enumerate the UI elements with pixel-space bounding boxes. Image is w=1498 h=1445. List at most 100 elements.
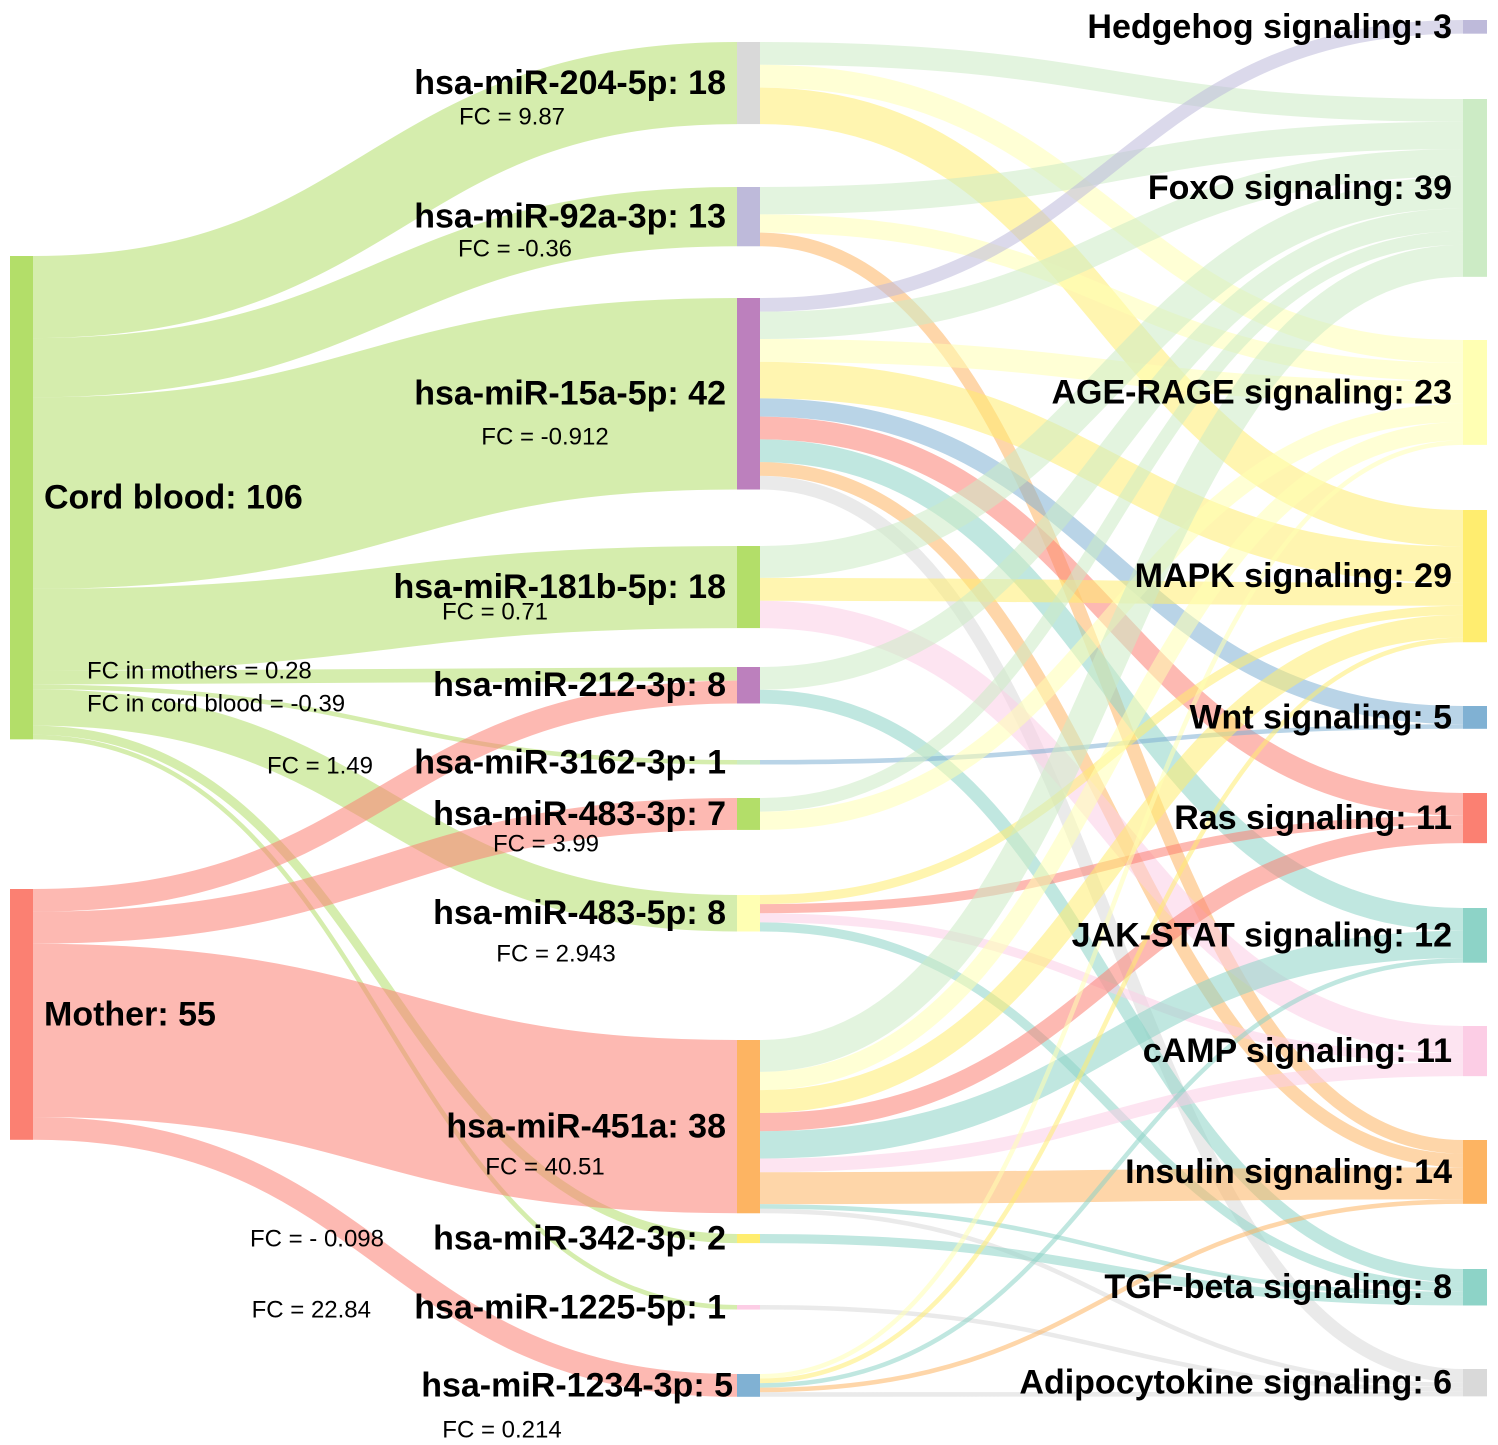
- node-label: Wnt signaling: 5: [1189, 698, 1452, 736]
- node: [737, 42, 760, 125]
- node: [737, 895, 760, 932]
- node: [10, 256, 33, 740]
- node-label: hsa-miR-1234-3p: 5: [421, 1366, 733, 1404]
- node-label: hsa-miR-15a-5p: 42: [414, 375, 726, 413]
- link: [32, 684, 738, 765]
- node: [737, 546, 760, 629]
- node-label: Insulin signaling: 14: [1125, 1153, 1452, 1191]
- fc-note: FC = 3.99: [493, 830, 599, 857]
- labels: Cord blood: 106 Mother: 55 hsa-miR-204-5p:…: [44, 8, 1452, 1444]
- node-label: hsa-miR-451a: 38: [446, 1108, 726, 1146]
- nodes: [10, 20, 1487, 1397]
- link: [32, 725, 738, 1244]
- link: [759, 64, 1464, 363]
- link: [759, 1062, 1464, 1173]
- node: [737, 1234, 760, 1244]
- link: [759, 1199, 1464, 1393]
- link: [759, 1167, 1464, 1205]
- fc-note: FC = -0.36: [458, 235, 572, 262]
- node-label: FoxO signaling: 39: [1148, 169, 1452, 207]
- node-label: AGE-RAGE signaling: 23: [1052, 373, 1453, 411]
- node-label: cAMP signaling: 11: [1143, 1032, 1452, 1070]
- link: [759, 440, 1464, 1379]
- fc-note: FC = -0.912: [481, 423, 608, 450]
- node: [737, 1374, 760, 1397]
- node-label: hsa-miR-483-5p: 8: [433, 894, 726, 932]
- node-label: hsa-miR-342-3p: 2: [433, 1220, 726, 1258]
- link: [759, 231, 1464, 812]
- node: [737, 1305, 760, 1310]
- link: [759, 930, 1464, 1159]
- link: [759, 361, 1464, 583]
- node-label: hsa-miR-92a-3p: 13: [414, 198, 726, 236]
- link: [759, 1234, 1464, 1306]
- fc-note: FC = 0.214: [442, 1416, 561, 1443]
- link: [759, 214, 1464, 382]
- node-label: hsa-miR-3162-3p: 1: [414, 743, 726, 781]
- link: [32, 680, 738, 912]
- node-label: Cord blood: 106: [44, 479, 303, 517]
- node: [737, 667, 760, 704]
- fc-note: FC = 0.71: [442, 598, 548, 625]
- fc-note: FC = 22.84: [252, 1296, 371, 1323]
- node: [1463, 908, 1487, 963]
- link: [759, 149, 1464, 340]
- link: [32, 689, 738, 932]
- node: [1463, 1269, 1487, 1306]
- link: [32, 943, 738, 1214]
- fc-note: FC = - 0.098: [250, 1225, 384, 1252]
- node-label: Hedgehog signaling: 3: [1087, 8, 1452, 46]
- node: [737, 298, 760, 490]
- node-label: Adipocytokine signaling: 6: [1019, 1364, 1452, 1402]
- node: [737, 798, 760, 830]
- node: [1463, 1369, 1487, 1397]
- node-label: MAPK signaling: 29: [1135, 557, 1452, 595]
- link: [32, 798, 738, 944]
- node: [10, 889, 33, 1140]
- node: [1463, 793, 1487, 844]
- link: [759, 244, 1464, 1072]
- link: [759, 176, 1464, 578]
- node-label: TGF-beta signaling: 8: [1104, 1268, 1452, 1306]
- link: [32, 42, 738, 339]
- node: [1463, 1140, 1487, 1204]
- node-label: hsa-miR-204-5p: 18: [414, 64, 726, 102]
- fc-note: FC in cord blood = -0.39: [87, 690, 345, 717]
- link: [759, 208, 1464, 690]
- link: [759, 1204, 1464, 1297]
- link: [759, 637, 1464, 1384]
- links: [32, 20, 1464, 1397]
- link: [759, 577, 1464, 606]
- node: [737, 187, 760, 247]
- fc-note: FC = 9.87: [459, 103, 565, 130]
- node-label: hsa-miR-212-3p: 8: [433, 666, 726, 704]
- node-label: JAK-STAT signaling: 12: [1072, 916, 1452, 954]
- node: [1463, 706, 1487, 729]
- link: [759, 958, 1464, 1388]
- node: [1463, 20, 1487, 34]
- node: [737, 760, 760, 765]
- link: [759, 20, 1464, 312]
- node-label: hsa-miR-181b-5p: 18: [393, 568, 726, 606]
- link: [759, 922, 1464, 1292]
- link: [32, 546, 738, 671]
- node: [1463, 340, 1487, 445]
- link: [759, 1305, 1464, 1392]
- link: [759, 87, 1464, 547]
- fc-note: FC = 40.51: [485, 1153, 604, 1180]
- link: [759, 824, 1464, 1132]
- link: [32, 187, 738, 398]
- node-label: Ras signaling: 11: [1174, 799, 1452, 837]
- link: [32, 1117, 738, 1397]
- link: [759, 403, 1464, 830]
- node-label: hsa-miR-1225-5p: 1: [414, 1288, 726, 1326]
- fc-note: FC in mothers = 0.28: [87, 657, 312, 684]
- link: [759, 422, 1464, 1091]
- fc-note: FC = 1.49: [267, 752, 373, 779]
- node: [1463, 99, 1487, 277]
- link: [759, 398, 1464, 725]
- fc-note: FC = 2.943: [496, 940, 615, 967]
- link: [759, 42, 1464, 122]
